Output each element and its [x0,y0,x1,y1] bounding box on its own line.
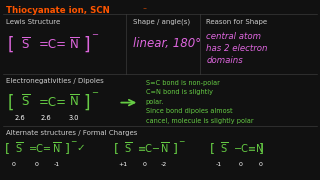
Text: ]: ] [83,94,90,112]
Text: linear, 180°: linear, 180° [133,37,201,50]
Text: −: − [91,88,98,97]
Text: Alternate structures / Formal Charges: Alternate structures / Formal Charges [6,130,138,136]
Text: Since bond dipoles almost: Since bond dipoles almost [146,108,232,114]
Text: ✓: ✓ [77,143,85,154]
Text: Lewis Structure: Lewis Structure [6,19,61,25]
Text: =C=: =C= [38,39,67,51]
Text: polar.: polar. [146,99,164,105]
Text: 0: 0 [12,162,16,167]
Text: [: [ [5,142,10,155]
Text: -2: -2 [161,162,167,167]
Text: +1: +1 [118,162,127,167]
Text: S=C bond is non-polar: S=C bond is non-polar [146,80,220,86]
Text: 2.6: 2.6 [15,115,26,121]
Text: 3.0: 3.0 [68,115,79,121]
Text: domains: domains [206,56,243,65]
Text: ]: ] [65,142,70,155]
Text: $\mathsf{\overline{N}}$: $\mathsf{\overline{N}}$ [69,94,80,109]
Text: ]: ] [259,142,264,155]
Text: ]: ] [173,142,178,155]
Text: C=N bond is slightly: C=N bond is slightly [146,89,212,95]
Text: cancel, molecule is slightly polar: cancel, molecule is slightly polar [146,118,253,123]
Text: −: − [178,137,185,146]
Text: 0: 0 [258,162,262,167]
Text: =C=: =C= [29,143,52,154]
Text: 0: 0 [34,162,38,167]
Text: 2.6: 2.6 [40,115,51,121]
Text: central atom: central atom [206,32,261,41]
Text: $\mathsf{\overline{S}}$: $\mathsf{\overline{S}}$ [21,36,31,52]
Text: [: [ [114,142,119,155]
Text: $\mathsf{\overline{S}}$: $\mathsf{\overline{S}}$ [15,140,23,155]
Text: −: − [91,31,98,40]
Text: -1: -1 [215,162,222,167]
Text: [: [ [210,142,215,155]
Text: $\mathsf{\overline{N}}$: $\mathsf{\overline{N}}$ [52,140,61,155]
Text: [: [ [8,94,14,112]
Text: -1: -1 [54,162,60,167]
Text: Reason for Shape: Reason for Shape [206,19,268,25]
Text: 0: 0 [239,162,243,167]
Text: has 2 electron: has 2 electron [206,44,268,53]
Text: 0: 0 [143,162,147,167]
Text: Shape / angle(s): Shape / angle(s) [133,19,190,25]
Text: =C=: =C= [38,96,67,109]
Text: $\mathsf{\overline{S}}$: $\mathsf{\overline{S}}$ [220,140,228,155]
Text: $\mathsf{\overline{N}}$: $\mathsf{\overline{N}}$ [69,36,80,52]
Text: Thiocyanate ion, SCN: Thiocyanate ion, SCN [6,6,110,15]
Text: $\mathsf{\overline{N}}$: $\mathsf{\overline{N}}$ [160,140,169,155]
Text: Electronegativities / Dipoles: Electronegativities / Dipoles [6,78,104,84]
Text: −C≡N: −C≡N [234,143,264,154]
Text: $\mathsf{\overline{S}}$: $\mathsf{\overline{S}}$ [124,140,132,155]
Text: −: − [70,137,77,146]
Text: $\mathsf{\overline{S}}$: $\mathsf{\overline{S}}$ [21,94,31,109]
Text: [: [ [8,36,14,54]
Text: ⁻: ⁻ [142,5,147,14]
Text: ≡C−: ≡C− [138,143,161,154]
Text: ]: ] [83,36,90,54]
